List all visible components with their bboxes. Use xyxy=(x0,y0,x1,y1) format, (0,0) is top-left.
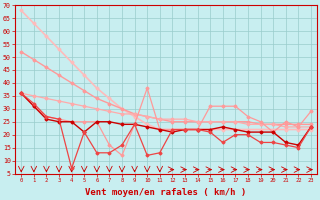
X-axis label: Vent moyen/en rafales ( km/h ): Vent moyen/en rafales ( km/h ) xyxy=(85,188,247,197)
